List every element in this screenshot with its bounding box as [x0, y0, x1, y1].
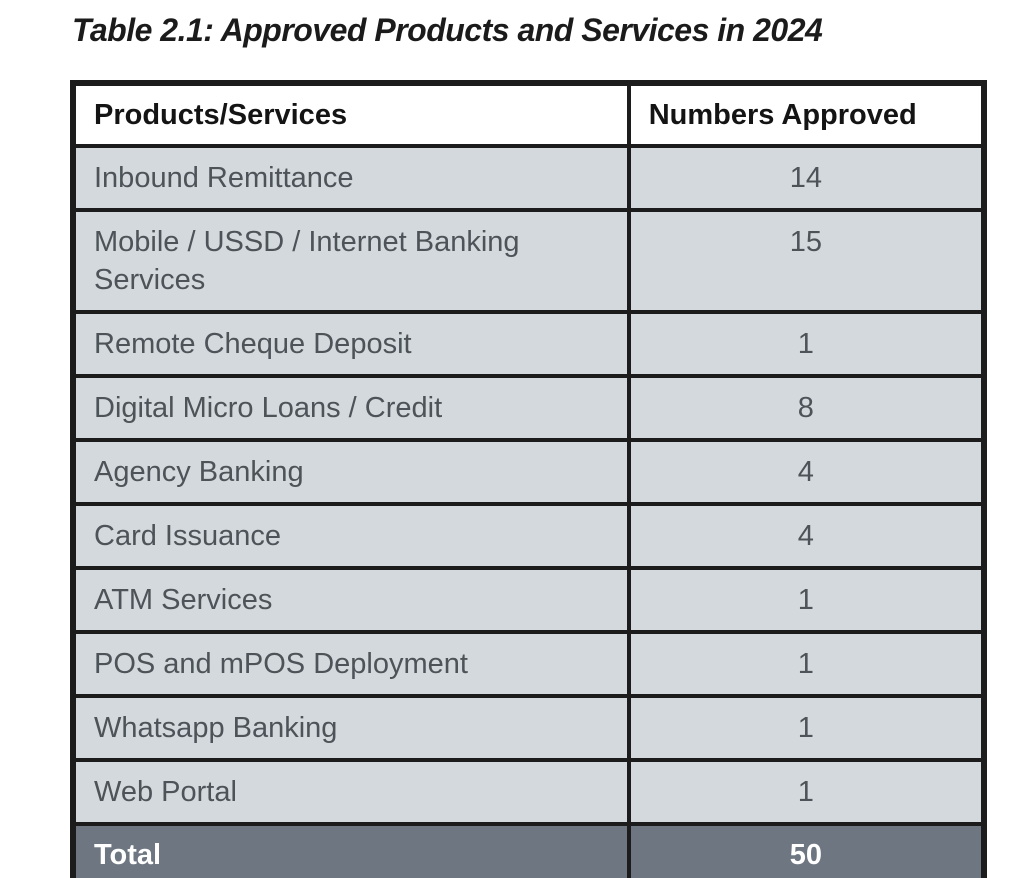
table-row: Digital Micro Loans / Credit 8 — [71, 374, 987, 442]
table-row: Agency Banking 4 — [71, 438, 987, 506]
count-cell: 1 — [626, 694, 987, 762]
table-footer: Total 50 — [71, 822, 987, 878]
product-cell: Whatsapp Banking — [71, 694, 631, 762]
count-cell: 1 — [626, 758, 987, 826]
table-header: Products/Services Numbers Approved — [71, 81, 987, 148]
product-cell: Inbound Remittance — [71, 144, 631, 212]
product-cell: Card Issuance — [71, 502, 631, 570]
count-cell: 15 — [626, 208, 987, 314]
count-cell: 1 — [626, 310, 987, 378]
table-row: POS and mPOS Deployment 1 — [71, 630, 987, 698]
total-count: 50 — [626, 822, 987, 878]
table-body: Inbound Remittance 14 Mobile / USSD / Inte… — [71, 144, 987, 826]
product-cell: Mobile / USSD / Internet Banking Service… — [71, 208, 631, 314]
product-cell: Web Portal — [71, 758, 631, 826]
table-row: Mobile / USSD / Internet Banking Service… — [71, 208, 987, 314]
count-cell: 14 — [626, 144, 987, 212]
table-row: Remote Cheque Deposit 1 — [71, 310, 987, 378]
product-cell: Agency Banking — [71, 438, 631, 506]
header-numbers-approved: Numbers Approved — [626, 81, 987, 148]
count-cell: 8 — [626, 374, 987, 442]
table-row: Whatsapp Banking 1 — [71, 694, 987, 762]
total-row: Total 50 — [71, 822, 987, 878]
table-row: Inbound Remittance 14 — [71, 144, 987, 212]
count-cell: 4 — [626, 438, 987, 506]
table-row: Web Portal 1 — [71, 758, 987, 826]
product-cell: Remote Cheque Deposit — [71, 310, 631, 378]
count-cell: 1 — [626, 566, 987, 634]
total-label: Total — [71, 822, 631, 878]
table-row: Card Issuance 4 — [71, 502, 987, 570]
header-products-services: Products/Services — [71, 81, 631, 148]
header-row: Products/Services Numbers Approved — [71, 81, 987, 148]
product-cell: ATM Services — [71, 566, 631, 634]
count-cell: 1 — [626, 630, 987, 698]
approved-products-table: Products/Services Numbers Approved Inbou… — [70, 80, 987, 878]
table-row: ATM Services 1 — [71, 566, 987, 634]
product-cell: POS and mPOS Deployment — [71, 630, 631, 698]
count-cell: 4 — [626, 502, 987, 570]
table-title: Table 2.1: Approved Products and Service… — [72, 12, 823, 48]
product-cell: Digital Micro Loans / Credit — [71, 374, 631, 442]
